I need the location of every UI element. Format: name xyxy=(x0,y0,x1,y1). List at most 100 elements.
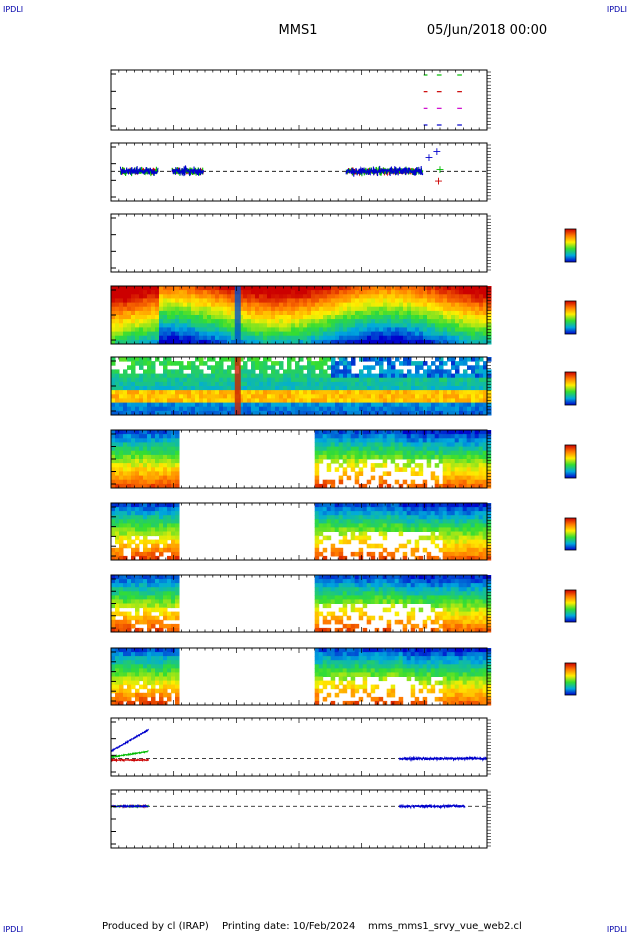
spectrogram-cell xyxy=(175,532,180,537)
spectrogram-cell xyxy=(283,315,288,320)
spectrogram-cell xyxy=(427,536,432,541)
spectrogram-cell xyxy=(463,548,468,553)
spectrogram-cell xyxy=(463,511,468,516)
spectrogram-cell xyxy=(219,398,224,403)
spectrogram-cell xyxy=(255,378,260,383)
spectrogram-cell xyxy=(463,374,468,379)
spectrogram-cell xyxy=(355,507,360,512)
spectrogram-cell xyxy=(111,403,116,408)
spectrogram-cell xyxy=(291,323,296,328)
spectrogram-cell xyxy=(323,332,328,337)
spectrogram-cell xyxy=(415,463,420,468)
spectrogram-cell xyxy=(479,467,484,472)
spectrogram-cell xyxy=(379,447,384,452)
spectrogram-cell xyxy=(379,434,384,439)
spectrogram-cell xyxy=(367,315,372,320)
spectrogram-cell xyxy=(123,507,128,512)
spectrogram-cell xyxy=(315,286,320,291)
spectrogram-cell xyxy=(467,307,472,312)
spectrogram-cell xyxy=(163,455,168,460)
spectrogram-cell xyxy=(287,336,292,341)
spectrogram-cell xyxy=(203,394,208,399)
spectrogram-cell xyxy=(387,386,392,391)
spectrogram-cell xyxy=(323,369,328,374)
spectrogram-cell xyxy=(459,323,464,328)
spectrogram-cell xyxy=(267,407,272,412)
spectrogram-cell xyxy=(339,430,344,435)
spectrogram-cell xyxy=(343,398,348,403)
spectrogram-cell xyxy=(403,442,408,447)
spectrogram-cell xyxy=(431,476,436,481)
spectrogram-cell xyxy=(411,552,416,557)
spectrogram-cell xyxy=(339,369,344,374)
spectrogram-cell xyxy=(371,515,376,520)
spectrogram-cell xyxy=(439,386,444,391)
spectrogram-cell xyxy=(271,390,276,395)
spectrogram-cell xyxy=(243,386,248,391)
spectrogram-cell xyxy=(383,298,388,303)
spectrogram-cell xyxy=(423,303,428,308)
spectrogram-cell xyxy=(443,319,448,324)
spectrogram-cell xyxy=(359,442,364,447)
spectrogram-cell xyxy=(251,369,256,374)
spectrogram-cell xyxy=(435,382,440,387)
spectrogram-cell xyxy=(403,511,408,516)
spectrogram-cell xyxy=(331,394,336,399)
spectrogram-cell xyxy=(359,507,364,512)
spectrogram-cell xyxy=(195,336,200,341)
spectrogram-cell xyxy=(247,394,252,399)
spectrogram-cell xyxy=(415,332,420,337)
spectrogram-cell xyxy=(159,532,164,537)
spectrogram-cell xyxy=(387,503,392,508)
spectrogram-cell xyxy=(219,307,224,312)
spectrogram-cell xyxy=(359,407,364,412)
spectrogram-cell xyxy=(243,286,248,291)
spectrogram-cell xyxy=(383,532,388,537)
spectrogram-cell xyxy=(471,327,476,332)
spectrogram-cell xyxy=(459,386,464,391)
spectrogram-cell xyxy=(123,438,128,443)
spectrogram-cell xyxy=(331,323,336,328)
spectrogram-cell xyxy=(351,315,356,320)
spectrogram-cell xyxy=(159,523,164,528)
spectrogram-cell xyxy=(375,398,380,403)
spectrogram-cell xyxy=(351,323,356,328)
spectrogram-cell xyxy=(195,407,200,412)
spectrogram-cell xyxy=(367,430,372,435)
spectrogram-cell xyxy=(447,332,452,337)
spectrogram-cell xyxy=(159,323,164,328)
spectrogram-cell xyxy=(407,455,412,460)
spectrogram-cell xyxy=(431,361,436,366)
spectrogram-cell xyxy=(283,290,288,295)
spectrogram-cell xyxy=(443,390,448,395)
spectrogram-cell xyxy=(291,319,296,324)
spectrogram-cell xyxy=(379,290,384,295)
spectrogram-cell xyxy=(171,480,176,485)
spectrogram-cell xyxy=(271,378,276,383)
spectrogram-cell xyxy=(123,336,128,341)
spectrogram-cell xyxy=(411,332,416,337)
panel-8 xyxy=(111,575,576,633)
spectrogram-cell xyxy=(391,319,396,324)
spectrogram-cell xyxy=(371,378,376,383)
spectrogram-cell xyxy=(343,365,348,370)
spectrogram-cell xyxy=(127,290,132,295)
spectrogram-cell xyxy=(315,548,320,553)
spectrogram-cell xyxy=(283,403,288,408)
spectrogram-cell xyxy=(463,382,468,387)
spectrogram-cell xyxy=(187,290,192,295)
header-datetime: 05/Jun/2018 00:00 xyxy=(427,23,547,38)
spectrogram-cell xyxy=(283,323,288,328)
spectrogram-cell xyxy=(315,459,320,464)
spectrogram-cell xyxy=(435,307,440,312)
spectrogram-cell xyxy=(163,327,168,332)
spectrogram-cell xyxy=(127,507,132,512)
spectrogram-cell xyxy=(139,398,144,403)
spectrogram-cell xyxy=(423,286,428,291)
spectrogram-cell xyxy=(463,323,468,328)
spectrogram-cell xyxy=(111,604,116,609)
spectrogram-cell xyxy=(443,386,448,391)
spectrogram-cell xyxy=(419,527,424,532)
spectrogram-cell xyxy=(175,382,180,387)
spectrogram-cell xyxy=(139,357,144,362)
